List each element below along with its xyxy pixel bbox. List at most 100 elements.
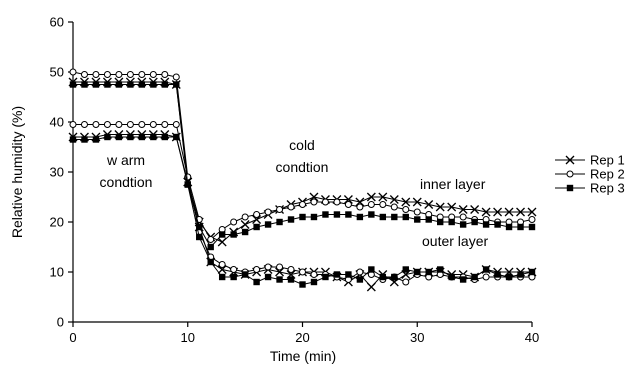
rep-2-inner-point — [92, 71, 100, 78]
rep-1-inner-point — [240, 220, 250, 229]
rep-3-inner-point — [150, 81, 157, 88]
rep-1-inner-point — [424, 200, 434, 209]
rep-3-outer-point — [448, 273, 455, 281]
rep-3-outer-point — [230, 273, 237, 281]
rep-3-outer-point — [104, 133, 111, 141]
rep-3-inner-point — [196, 223, 203, 231]
rep-2-outer-point — [299, 268, 306, 276]
rep-3-inner-point — [505, 223, 513, 231]
y-tick-label: 40 — [50, 115, 64, 130]
rep-3-outer-point — [528, 268, 536, 276]
rep-1-outer-point — [366, 282, 376, 292]
rep-3-inner-point — [69, 81, 77, 88]
x-tick-label: 10 — [181, 330, 195, 345]
legend-label: Rep 3 — [590, 181, 625, 196]
legend-item-rep-2: Rep 2 — [555, 167, 625, 182]
rep-3-outer-point — [494, 271, 501, 278]
rep-2-outer-point — [310, 271, 318, 278]
annotation-inner-layer: inner layer — [420, 176, 486, 192]
rep-3-outer-point — [253, 278, 260, 286]
rep-2-outer-point — [287, 266, 295, 273]
rep-2-outer-point — [402, 278, 410, 286]
rep-2-inner-point — [276, 206, 284, 213]
rep-2-inner-point — [172, 73, 180, 81]
rep-2-outer-point — [172, 121, 180, 128]
rep-2-inner-point — [528, 216, 536, 223]
rep-3-outer-point — [414, 268, 421, 276]
rep-3-inner-point — [218, 231, 226, 238]
rep-3-outer-point — [264, 273, 272, 281]
rep-3-inner-point — [127, 81, 134, 88]
annotation-outer-layer: outer layer — [422, 233, 488, 249]
series-layer — [68, 68, 537, 292]
rep-3-inner-point — [207, 243, 214, 251]
rep-3-outer-point — [471, 273, 478, 281]
rep-1-inner-point — [435, 202, 445, 212]
rep-3-outer-point — [299, 281, 306, 288]
rep-3-outer-point — [333, 271, 341, 278]
rep-3-inner-point — [414, 216, 421, 223]
rep-3-inner-point — [528, 223, 536, 231]
rep-3-inner-series — [69, 81, 536, 251]
rep-1-inner-point — [516, 207, 525, 217]
rep-2-outer-point — [138, 121, 146, 128]
rep-3-inner-point — [345, 211, 352, 218]
legend-swatch-marker — [566, 170, 574, 178]
annotation-cold-line2: condtion — [276, 159, 329, 175]
rep-3-inner-point — [494, 221, 501, 228]
rep-2-inner-point — [402, 206, 410, 213]
legend-label: Rep 2 — [590, 167, 625, 182]
rep-2-outer-point — [80, 121, 88, 128]
annotation-warm-line2: condtion — [100, 174, 153, 190]
rep-3-inner-point — [138, 81, 146, 88]
rep-3-outer-point — [196, 233, 203, 241]
legend-swatch-marker — [565, 155, 575, 165]
rep-2-inner-point — [299, 201, 306, 208]
rep-2-inner-point — [126, 71, 134, 78]
legend-swatch-marker — [566, 184, 574, 192]
rep-2-inner-point — [138, 71, 146, 78]
rep-2-inner-point — [80, 71, 88, 78]
rep-2-outer-point — [69, 121, 77, 128]
rep-2-inner-point — [459, 213, 467, 221]
rep-2-outer-point — [276, 263, 284, 271]
rep-3-outer-point — [391, 273, 398, 281]
rep-1-inner-point — [470, 205, 480, 214]
rep-3-outer-point — [81, 136, 88, 143]
rep-2-inner-point — [379, 201, 387, 208]
rep-3-outer-point — [517, 271, 524, 278]
rep-3-inner-point — [241, 228, 249, 236]
x-tick-label: 20 — [295, 330, 309, 345]
rep-2-outer-point — [92, 121, 100, 128]
rep-3-inner-point — [425, 216, 432, 223]
ticks: 0 10 20 30 40 50 60 0 10 20 30 40 — [50, 15, 540, 346]
rep-3-inner-point — [459, 221, 467, 228]
legend-item-rep-3: Rep 3 — [555, 181, 625, 196]
rep-2-inner-point — [321, 198, 329, 206]
rep-2-outer-point — [115, 121, 123, 128]
rep-1-inner-point — [412, 197, 422, 207]
rep-2-inner-point — [69, 68, 77, 76]
rep-1-inner-point — [217, 237, 227, 247]
rep-3-inner-point — [230, 231, 237, 238]
rep-1-inner-point — [389, 195, 399, 204]
rep-1-inner-point — [309, 192, 319, 202]
rep-2-inner-point — [333, 198, 341, 206]
rep-2-outer-point — [149, 121, 157, 128]
rep-1-inner-point — [355, 197, 365, 207]
rep-3-inner-point — [391, 213, 398, 221]
rep-3-outer-point — [322, 273, 329, 281]
y-tick-label: 30 — [50, 165, 64, 180]
rep-2-outer-point — [218, 261, 226, 268]
rep-2-inner-point — [413, 208, 421, 216]
rep-3-outer-series — [69, 133, 536, 288]
rep-3-inner-point — [161, 81, 168, 88]
rep-3-inner-point — [92, 81, 100, 88]
rep-1-inner-point — [447, 202, 457, 212]
rep-3-inner-point — [253, 223, 260, 231]
rep-2-inner-point — [264, 208, 272, 216]
y-tick-label: 0 — [57, 315, 64, 330]
rep-3-outer-point — [402, 266, 409, 273]
rep-3-outer-point — [241, 271, 249, 278]
